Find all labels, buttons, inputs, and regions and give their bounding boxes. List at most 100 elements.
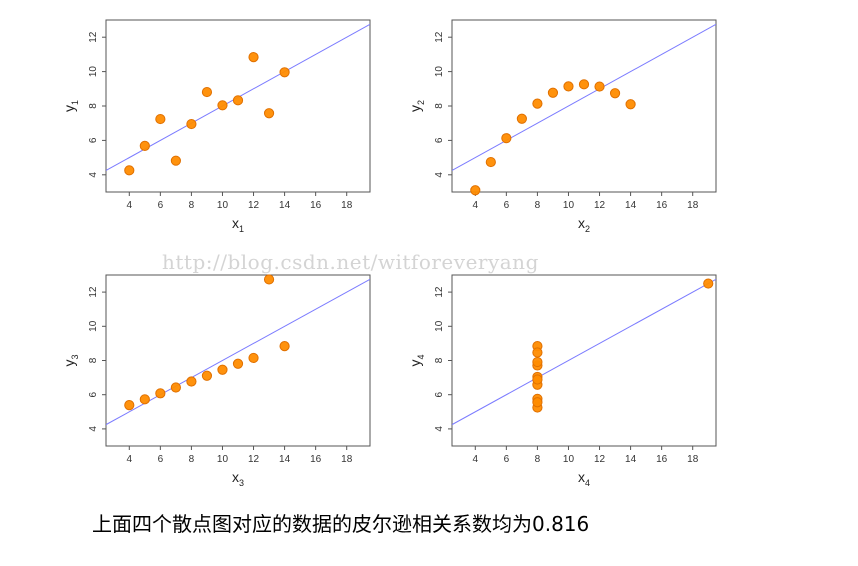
data-point — [263, 274, 275, 285]
x-tick-label: 16 — [656, 200, 668, 211]
data-point — [703, 278, 714, 289]
y-tick-label: 8 — [434, 103, 445, 109]
data-point — [186, 118, 197, 130]
x-tick-label: 8 — [189, 200, 195, 211]
regression-line — [452, 278, 716, 426]
y-tick-label: 10 — [88, 320, 99, 332]
data-point — [248, 352, 259, 364]
scatter-panel-2: 4 6 8 10 12 14 16 18 4 6 8 10 12 x2 y2 — [407, 19, 717, 234]
data-point — [139, 140, 150, 152]
regression-line — [106, 278, 370, 426]
x-tick-label: 4 — [127, 454, 133, 465]
data-point — [516, 113, 527, 124]
x-tick-label: 12 — [594, 454, 606, 465]
data-point — [124, 165, 135, 176]
data-point — [532, 98, 543, 109]
x-tick-label: 14 — [625, 454, 637, 465]
y-tick-label: 4 — [88, 172, 99, 178]
x-tick-label: 18 — [341, 454, 353, 465]
x-tick-label: 6 — [504, 454, 510, 465]
y-axis-label: y1 — [61, 100, 80, 112]
data-point — [155, 113, 166, 125]
x-tick-label: 14 — [279, 200, 291, 211]
y-axis-label: y2 — [407, 100, 426, 112]
data-point — [217, 364, 228, 375]
x-axis-label: x3 — [232, 469, 244, 488]
y-tick-label: 10 — [88, 66, 99, 78]
data-point — [155, 388, 166, 399]
y-tick-label: 8 — [88, 103, 99, 109]
y-tick-label: 6 — [434, 391, 445, 397]
x-tick-label: 16 — [310, 454, 322, 465]
x-tick-label: 10 — [563, 200, 575, 211]
data-point — [532, 397, 543, 408]
data-point — [124, 400, 135, 411]
data-point — [625, 99, 636, 110]
watermark-text: http://blog.csdn.net/witforeveryang — [162, 250, 539, 274]
x-tick-label: 12 — [248, 200, 260, 211]
data-point — [501, 133, 512, 144]
data-point — [170, 382, 181, 393]
regression-line — [452, 23, 716, 171]
data-point — [594, 81, 605, 92]
y-tick-label: 8 — [88, 357, 99, 363]
y-tick-label: 10 — [434, 66, 445, 78]
data-point — [217, 100, 228, 111]
scatter-panel-4: 4 6 8 10 12 14 16 18 4 6 8 10 12 x4 y4 — [407, 274, 717, 488]
x-tick-label: 10 — [217, 200, 229, 211]
x-tick-label: 8 — [535, 200, 541, 211]
x-tick-label: 8 — [189, 454, 195, 465]
y-tick-label: 4 — [434, 172, 445, 178]
scatter-panel-1: 4 6 8 10 12 14 16 18 4 6 8 10 12 x1 y1 — [61, 19, 371, 234]
y-tick-label: 12 — [434, 286, 445, 298]
data-point — [232, 358, 244, 369]
x-tick-label: 4 — [473, 200, 479, 211]
x-tick-label: 6 — [158, 454, 164, 465]
data-point — [563, 81, 574, 92]
x-axis-label: x2 — [578, 215, 590, 234]
x-axis-label: x1 — [232, 215, 244, 234]
data-point — [532, 347, 543, 358]
x-tick-label: 4 — [473, 454, 479, 465]
x-tick-label: 8 — [535, 454, 541, 465]
y-tick-label: 12 — [88, 31, 99, 43]
x-tick-label: 18 — [341, 200, 353, 211]
data-point — [578, 79, 590, 90]
data-point — [170, 155, 181, 166]
y-axis-label: y4 — [407, 354, 426, 366]
data-point — [547, 87, 559, 98]
data-point — [485, 156, 496, 168]
x-tick-label: 6 — [158, 200, 164, 211]
x-tick-label: 10 — [217, 454, 229, 465]
x-tick-label: 18 — [687, 200, 699, 211]
y-tick-label: 12 — [434, 31, 445, 43]
data-point — [279, 67, 290, 78]
x-tick-label: 16 — [310, 200, 322, 211]
y-tick-label: 6 — [88, 391, 99, 397]
data-point — [232, 95, 244, 106]
x-tick-label: 6 — [504, 200, 510, 211]
x-axis-label: x4 — [578, 469, 590, 488]
data-point — [609, 88, 621, 99]
caption-text: 上面四个散点图对应的数据的皮尔逊相关系数均为0.816 — [92, 512, 590, 536]
y-tick-label: 4 — [434, 426, 445, 432]
x-tick-label: 18 — [687, 454, 699, 465]
x-tick-label: 16 — [656, 454, 668, 465]
y-tick-label: 4 — [88, 426, 99, 432]
y-tick-label: 10 — [434, 320, 445, 332]
y-tick-label: 6 — [88, 137, 99, 143]
x-tick-label: 10 — [563, 454, 575, 465]
x-tick-label: 14 — [625, 200, 637, 211]
data-point — [201, 86, 213, 98]
x-tick-label: 12 — [248, 454, 260, 465]
y-tick-label: 12 — [88, 286, 99, 298]
data-point — [532, 374, 543, 385]
data-point — [186, 376, 197, 387]
data-point — [201, 370, 213, 381]
x-tick-label: 4 — [127, 200, 133, 211]
data-point — [248, 52, 259, 63]
data-point — [263, 108, 275, 119]
data-point — [279, 341, 290, 352]
data-point — [532, 356, 543, 368]
